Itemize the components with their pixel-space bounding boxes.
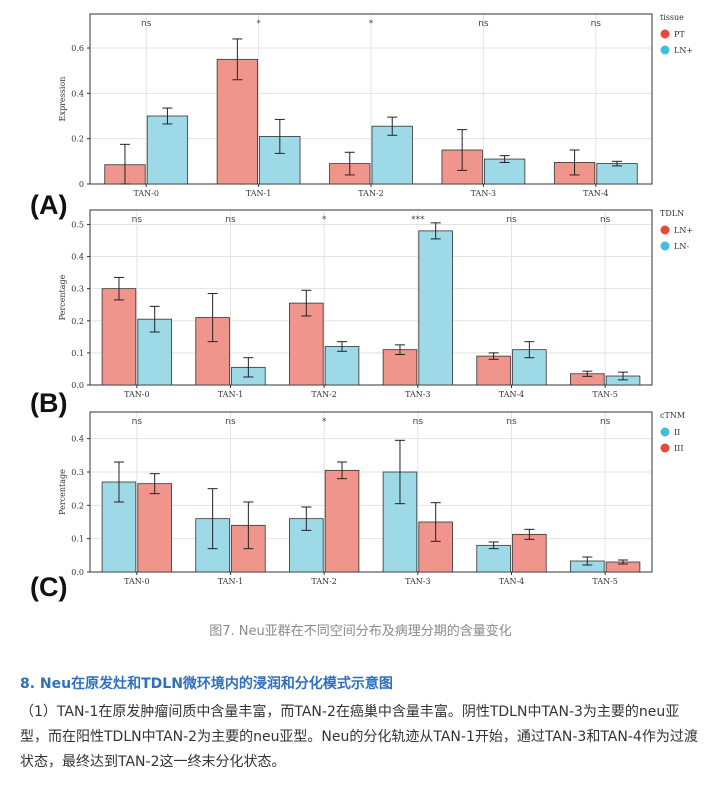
y-tick-label: 0.3: [71, 285, 84, 294]
plot-border: [89, 209, 653, 386]
legend-marker-LN-: [660, 241, 670, 251]
chart-panel-2: 0.0 0.1 0.2 0.3 0.4 TAN-0 TAN-1 TAN-2 TAN-3 TAN-4…: [30, 411, 685, 602]
y-tick-label: 0.5: [71, 220, 84, 229]
chart-panel-1: 0.0 0.1 0.2 0.3 0.4 0.5 TAN-0 TAN-1 TAN-2 TAN-3 TA…: [30, 209, 693, 418]
x-tick-label: TAN-4: [499, 577, 524, 586]
bar-LN+-TAN-2: [371, 125, 413, 185]
significance-label: ns: [478, 19, 489, 29]
x-tick-label: TAN-1: [218, 577, 243, 586]
x-tick-label: TAN-0: [133, 189, 158, 198]
bar-LN+-TAN-4: [476, 355, 511, 386]
significance-label: *: [369, 19, 374, 29]
significance-label: ns: [506, 417, 517, 427]
significance-label: ns: [600, 417, 611, 427]
significance-label: ns: [141, 19, 152, 29]
x-tick-label: TAN-3: [405, 390, 430, 399]
bar-LN+-TAN-2: [289, 302, 324, 386]
significance-label: ns: [591, 19, 602, 29]
plot-border: [89, 411, 653, 573]
section-heading: 8. Neu在原发灶和TDLN微环境内的浸润和分化模式示意图: [20, 676, 393, 692]
chart-panel-0: 0 0.2 0.4 0.6 TAN-0 TAN-1 TAN-2 TAN-3 TAN-4 ns * * n…: [30, 13, 693, 220]
y-axis-label: Expression: [58, 77, 67, 122]
legend-marker-II: [660, 427, 670, 437]
y-tick-label: 0.2: [71, 317, 84, 326]
plot-frame: [89, 209, 653, 386]
bar-LN+-TAN-3: [382, 349, 418, 386]
legend-title: cTNM: [660, 411, 685, 420]
bar-LN+-TAN-0: [101, 288, 137, 386]
panel-label: (C): [30, 572, 67, 602]
bar-LN--TAN-3: [418, 230, 453, 386]
bar-LN+-TAN-3: [483, 158, 526, 185]
legend-label: III: [674, 444, 683, 453]
significance-label: *: [322, 215, 327, 225]
significance-label: ns: [225, 215, 236, 225]
figure: 0 0.2 0.4 0.6 TAN-0 TAN-1 TAN-2 TAN-3 TAN-4 ns * * n…: [30, 13, 693, 602]
legend-marker-LN+: [660, 225, 670, 235]
y-axis-label: Percentage: [58, 274, 67, 320]
legend-marker-III: [660, 443, 670, 453]
body-paragraph: （1）TAN-1在原发肿瘤间质中含量丰富，而TAN-2在癌巢中含量丰富。阴性TD…: [20, 704, 698, 770]
x-tick-label: TAN-1: [246, 189, 271, 198]
x-tick-label: TAN-2: [358, 189, 383, 198]
bar-III-TAN-4: [512, 533, 547, 573]
x-tick-label: TAN-4: [499, 390, 524, 399]
y-tick-label: 0.4: [71, 253, 84, 262]
bar-III-TAN-2: [324, 469, 360, 573]
x-tick-label: TAN-3: [405, 577, 430, 586]
significance-label: ns: [506, 215, 517, 225]
x-tick-label: TAN-3: [471, 189, 496, 198]
x-tick-label: TAN-0: [124, 390, 149, 399]
x-tick-label: TAN-5: [592, 577, 617, 586]
significance-label: ns: [413, 417, 424, 427]
significance-label: ns: [132, 215, 143, 225]
figure-caption: 图7. Neu亚群在不同空间分布及病理分期的含量变化: [209, 624, 512, 639]
x-tick-label: TAN-5: [592, 390, 617, 399]
legend-title: TDLN: [660, 209, 684, 218]
y-tick-label: 0.0: [71, 568, 84, 577]
legend-label: LN+: [674, 46, 693, 55]
bar-LN--TAN-2: [324, 346, 360, 386]
y-tick-label: 0.2: [71, 135, 84, 144]
significance-label: ***: [411, 215, 425, 225]
significance-label: *: [256, 19, 261, 29]
bar-LN+-TAN-1: [195, 317, 230, 386]
significance-label: ns: [225, 417, 236, 427]
x-tick-label: TAN-2: [311, 390, 336, 399]
significance-label: *: [322, 417, 327, 427]
y-tick-label: 0.0: [71, 381, 84, 390]
y-tick-label: 0: [79, 180, 84, 189]
significance-label: ns: [132, 417, 143, 427]
x-tick-label: TAN-4: [583, 189, 608, 198]
legend-label: PT: [674, 30, 685, 39]
x-tick-label: TAN-0: [124, 577, 149, 586]
y-tick-label: 0.1: [71, 535, 84, 544]
significance-label: ns: [600, 215, 611, 225]
y-tick-label: 0.3: [71, 468, 84, 477]
y-tick-label: 0.1: [71, 349, 84, 358]
legend-label: LN+: [674, 226, 693, 235]
panel-label: (A): [30, 190, 67, 220]
bar-II-TAN-4: [476, 544, 511, 573]
legend-marker-PT: [660, 29, 670, 39]
y-tick-label: 0.6: [71, 44, 84, 53]
bar-III-TAN-0: [137, 483, 172, 573]
x-tick-label: TAN-1: [218, 390, 243, 399]
y-axis-label: Percentage: [58, 469, 67, 515]
bar-LN+-TAN-4: [596, 163, 638, 185]
legend-title: tissue: [660, 13, 684, 22]
legend-marker-LN+: [660, 45, 670, 55]
y-tick-label: 0.2: [71, 501, 84, 510]
legend-label: LN-: [674, 242, 689, 251]
y-tick-label: 0.4: [71, 435, 84, 444]
legend-label: II: [674, 428, 680, 437]
bar-PT-TAN-1: [216, 58, 259, 185]
y-tick-label: 0.4: [71, 89, 84, 98]
bar-LN+-TAN-0: [146, 115, 189, 185]
panel-label: (B): [30, 388, 67, 418]
plot-frame: [89, 411, 653, 573]
x-tick-label: TAN-2: [311, 577, 336, 586]
